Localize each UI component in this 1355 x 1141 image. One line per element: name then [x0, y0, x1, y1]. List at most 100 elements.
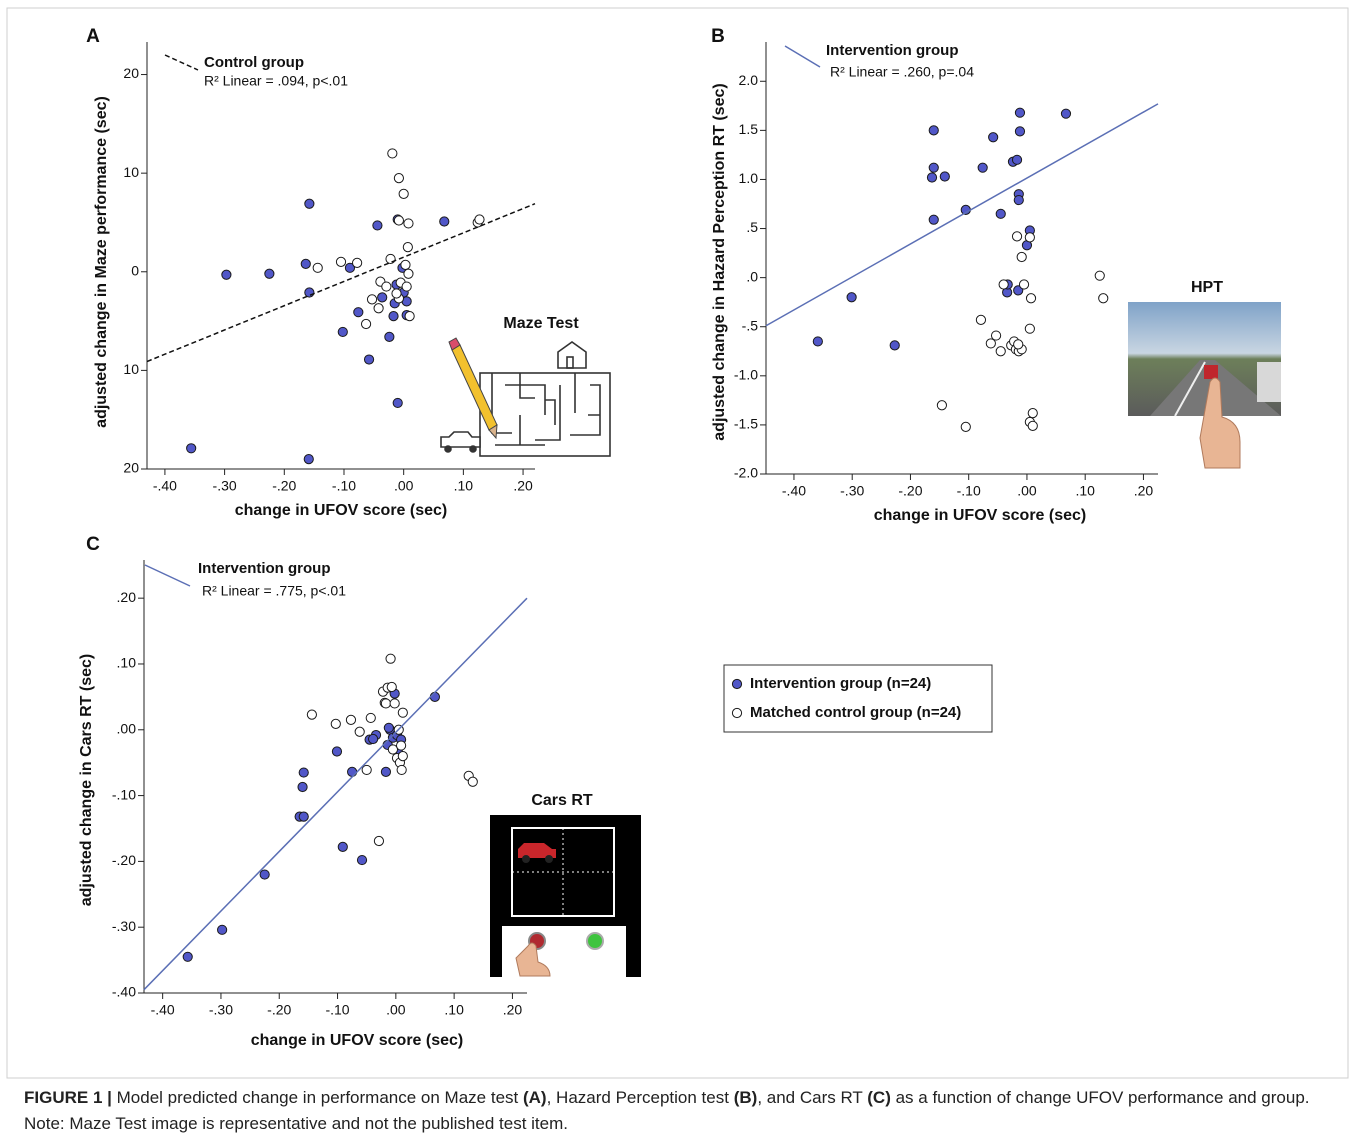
data-point	[1011, 154, 1023, 165]
inset-title: Cars RT	[531, 792, 593, 809]
data-point	[387, 148, 398, 159]
data-point	[1014, 107, 1026, 118]
data-point	[1060, 108, 1072, 119]
data-point	[356, 854, 368, 866]
data-point	[387, 744, 399, 755]
legend-box	[723, 664, 993, 733]
data-point	[926, 172, 938, 183]
data-point	[337, 841, 348, 853]
data-point	[386, 681, 397, 693]
y-tick-label: 20	[123, 65, 139, 81]
data-point	[366, 294, 378, 305]
y-axis-title: adjusted change in Cars RT (sec)	[78, 654, 95, 907]
y-tick-label: -.40	[112, 984, 136, 1000]
data-point	[388, 311, 399, 322]
data-point	[345, 714, 357, 726]
x-tick-label: -.20	[272, 478, 296, 494]
data-point	[988, 132, 999, 143]
x-tick-label: .20	[513, 478, 533, 494]
data-point	[331, 746, 343, 757]
data-point	[1011, 231, 1023, 242]
data-point	[977, 162, 988, 173]
y-tick-label: 1.5	[739, 121, 759, 137]
data-point	[1013, 339, 1024, 350]
x-tick-label: -.10	[957, 483, 981, 499]
y-tick-label: .5	[746, 219, 758, 235]
data-point	[380, 698, 392, 709]
data-point	[259, 869, 270, 880]
data-point	[1024, 232, 1035, 243]
data-point	[393, 215, 405, 226]
data-point	[403, 218, 414, 229]
data-point	[335, 256, 347, 268]
y-tick-label: 10	[123, 164, 139, 180]
legend-marker	[731, 678, 743, 690]
x-axis-title: change in UFOV score (sec)	[251, 1032, 464, 1049]
data-point	[1013, 194, 1024, 206]
fit-legend-swatch	[784, 45, 821, 68]
data-point	[1025, 293, 1037, 304]
caption-segment: (B)	[733, 1088, 758, 1107]
data-point	[392, 397, 403, 409]
panel-label: B	[711, 26, 725, 47]
data-point	[401, 281, 412, 292]
data-point	[361, 764, 372, 776]
x-tick-label: .20	[503, 1002, 523, 1018]
fit-legend-stat: R² Linear = .260, p=.04	[830, 64, 974, 80]
caption-segment: (C)	[867, 1088, 891, 1107]
caption-segment: , and Cars RT	[757, 1088, 863, 1107]
data-point	[344, 262, 356, 273]
fit-legend-name: Intervention group	[198, 560, 331, 577]
data-point	[365, 712, 376, 724]
x-tick-label: -.30	[213, 478, 237, 494]
data-point	[467, 776, 478, 787]
y-tick-label: 2.0	[739, 72, 759, 88]
data-point	[439, 216, 450, 227]
y-axis-title: adjusted change in Hazard Perception RT …	[711, 83, 728, 440]
legend-label: Matched control group (n=24)	[750, 704, 961, 721]
data-point	[402, 242, 413, 253]
caption-segment: FIGURE 1 |	[24, 1088, 112, 1107]
data-point	[373, 303, 384, 314]
data-point	[347, 766, 358, 777]
hpt-photo	[1128, 302, 1281, 469]
y-tick-label: -2.0	[734, 465, 758, 481]
data-point	[385, 653, 396, 664]
data-point	[354, 726, 365, 737]
y-tick-label: -.20	[112, 852, 136, 868]
data-point	[380, 766, 392, 777]
data-point	[360, 318, 372, 330]
x-tick-label: .00	[1017, 483, 1037, 499]
data-point	[383, 722, 394, 733]
x-tick-label: -.10	[325, 1002, 349, 1018]
data-point	[400, 259, 411, 270]
x-tick-label: -.20	[898, 483, 922, 499]
figure-frame	[6, 7, 1349, 1079]
data-point	[264, 268, 275, 279]
data-point	[395, 740, 407, 751]
x-tick-label: .00	[386, 1002, 406, 1018]
data-point	[303, 454, 314, 465]
fit-legend-stat: R² Linear = .775, p<.01	[202, 583, 346, 599]
data-point	[404, 311, 415, 322]
y-tick-label: .20	[117, 589, 137, 605]
data-point	[397, 707, 408, 718]
data-point	[337, 326, 348, 338]
y-tick-label: 20	[123, 460, 139, 476]
fit-legend-name: Intervention group	[826, 42, 959, 59]
data-point	[298, 811, 309, 822]
y-tick-label: .10	[117, 655, 137, 671]
x-axis-title: change in UFOV score (sec)	[874, 507, 1087, 524]
fit-legend-swatch	[144, 564, 191, 587]
data-point	[363, 354, 375, 365]
data-point	[846, 292, 857, 303]
data-point	[936, 400, 948, 411]
x-tick-label: .10	[454, 478, 474, 494]
data-point	[391, 288, 402, 299]
x-tick-label: -.40	[153, 478, 177, 494]
data-point	[998, 279, 1009, 290]
data-point	[330, 718, 341, 729]
x-tick-label: .10	[444, 1002, 464, 1018]
